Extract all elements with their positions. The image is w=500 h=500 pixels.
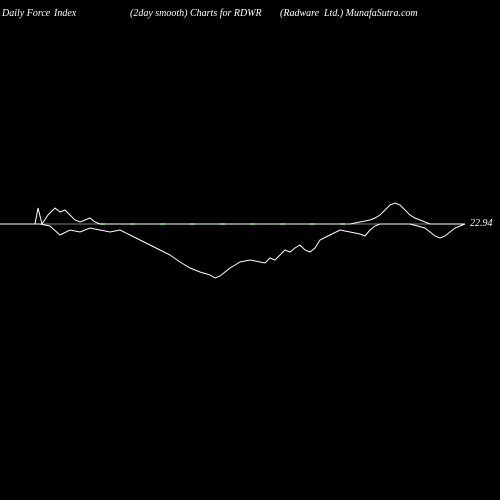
- chart-svg: [0, 30, 500, 500]
- current-value-label: 22.94: [470, 218, 493, 229]
- chart-plot-area: 22.94: [0, 30, 500, 500]
- title-segment: (Radware: [280, 8, 319, 19]
- title-segment: Ltd.) MunafaSutra.com: [324, 8, 418, 19]
- chart-container: Daily Force Index (2day smooth) Charts for…: [0, 0, 500, 500]
- title-segment: Daily Force: [2, 8, 50, 19]
- title-segment: (2day smooth) Charts for RDWR: [130, 8, 262, 19]
- title-segment: Index: [54, 8, 76, 19]
